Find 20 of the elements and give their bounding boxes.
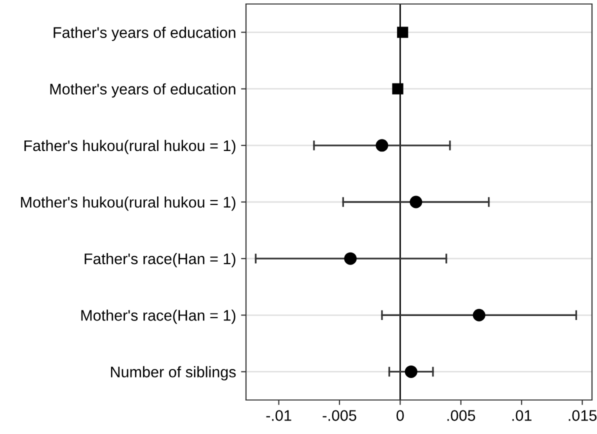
y-tick-label: Mother's race(Han = 1) <box>81 310 236 324</box>
point <box>392 83 404 94</box>
y-tick-label: Father's years of education <box>54 26 236 41</box>
x-tick-label: -.005 <box>322 410 356 421</box>
point <box>472 308 486 322</box>
y-tick-label: Number of siblings <box>111 366 236 380</box>
x-tick-label: 0 <box>396 410 404 421</box>
x-tick-label: -.01 <box>266 410 292 421</box>
point <box>376 139 388 152</box>
y-tick-label: Father's race(Han = 1) <box>84 253 236 268</box>
y-tick-label: Father's hukou(rural hukou = 1) <box>24 140 236 154</box>
x-tick-label: .015 <box>568 410 597 421</box>
point <box>397 26 408 38</box>
x-tick-label: .01 <box>512 410 532 421</box>
point <box>344 252 357 265</box>
y-tick-label: Mother's hukou(rural hukou = 1) <box>21 196 236 211</box>
x-tick-label: .005 <box>447 410 476 421</box>
point <box>410 196 422 208</box>
y-tick-label: Mother's years of education <box>50 83 236 98</box>
point <box>404 365 418 378</box>
